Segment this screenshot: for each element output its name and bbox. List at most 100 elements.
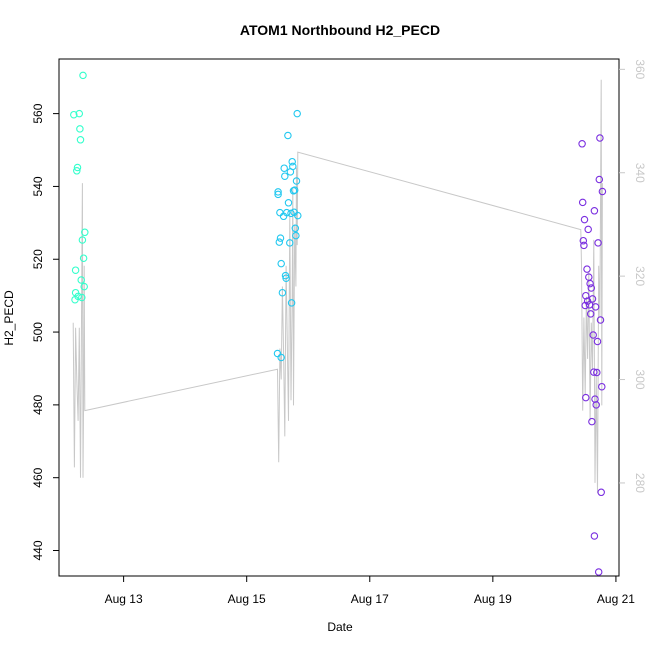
y-tick-label-4: 520: [31, 249, 45, 269]
y2-tick-label-2: 320: [633, 266, 647, 286]
data-point-0-0: [70, 110, 78, 119]
y-tick-label-6: 560: [31, 103, 45, 123]
data-point-1-8: [278, 288, 287, 297]
y-axis-right: 280 300 320 340 360: [619, 59, 647, 493]
data-point-1-6: [277, 259, 285, 268]
plot-frame: [58, 58, 620, 577]
x-tick-label-2: Aug 17: [351, 592, 389, 606]
data-point-1-22: [289, 162, 297, 171]
data-point-1-0: [273, 349, 282, 358]
data-point-1-28: [292, 177, 301, 185]
data-point-1-14: [282, 208, 291, 217]
data-point-2-34: [590, 532, 599, 540]
y-axis-left: 440 460 480 500 520 540 560: [31, 103, 59, 561]
data-point-1-29: [293, 109, 301, 118]
y2-tick-label-4: 360: [633, 59, 647, 79]
y2-tick-label-3: 340: [633, 163, 647, 183]
data-point-1-5: [276, 234, 285, 242]
data-point-2-26: [594, 239, 602, 247]
y-tick-label-2: 480: [31, 395, 45, 415]
y-tick-label-0: 440: [31, 540, 45, 560]
data-point-2-24: [593, 368, 601, 377]
data-point-2-18: [589, 331, 597, 339]
data-point-2-3: [580, 241, 588, 250]
x-axis-label: Date: [327, 620, 353, 634]
data-point-1-21: [288, 157, 296, 166]
data-point-1-4: [276, 208, 284, 217]
data-point-1-25: [290, 186, 299, 194]
points-layer: [70, 71, 607, 576]
data-point-2-10: [584, 225, 592, 234]
data-point-0-7: [75, 109, 84, 118]
x-tick-label-0: Aug 13: [105, 592, 143, 606]
data-point-1-20: [287, 299, 296, 307]
x-tick-label-1: Aug 15: [228, 592, 266, 606]
data-point-2-19: [590, 368, 598, 376]
data-point-1-3: [275, 238, 284, 246]
data-point-1-2: [274, 190, 282, 199]
data-point-0-12: [78, 236, 87, 244]
x-tick-label-4: Aug 21: [597, 592, 635, 606]
data-point-2-23: [592, 401, 600, 409]
plot-area: [58, 58, 620, 577]
y-tick-label-3: 500: [31, 322, 45, 342]
data-point-2-8: [583, 265, 591, 273]
data-point-2-25: [593, 337, 602, 346]
y-tick-label-1: 460: [31, 467, 45, 487]
data-point-0-16: [81, 228, 89, 237]
series-line-right-axis: [72, 79, 603, 494]
data-point-2-22: [591, 303, 600, 311]
data-point-2-15: [587, 284, 596, 292]
data-point-2-16: [588, 417, 596, 426]
data-point-0-14: [79, 254, 88, 262]
data-point-0-5: [73, 163, 82, 172]
data-point-0-2: [71, 288, 80, 297]
data-point-2-7: [582, 393, 590, 402]
data-point-0-13: [79, 71, 87, 80]
y2-tick-label-1: 300: [633, 370, 647, 390]
data-point-1-17: [286, 239, 294, 247]
data-point-2-9: [583, 297, 592, 305]
data-point-1-26: [291, 224, 300, 233]
data-point-2-20: [590, 207, 599, 215]
data-point-1-11: [281, 172, 289, 180]
data-point-0-9: [76, 136, 85, 144]
data-point-1-13: [282, 274, 290, 282]
data-point-2-31: [597, 488, 605, 497]
data-point-2-32: [598, 382, 606, 391]
data-point-1-16: [284, 199, 293, 207]
data-point-2-27: [594, 568, 603, 576]
y-tick-label-5: 540: [31, 176, 45, 196]
data-point-2-29: [596, 134, 604, 142]
data-point-2-14: [586, 310, 595, 318]
data-point-2-0: [578, 140, 586, 148]
data-point-1-30: [294, 211, 302, 220]
data-point-2-13: [586, 279, 594, 288]
data-point-2-33: [598, 187, 607, 196]
data-point-2-1: [578, 198, 587, 207]
right-axis-line-layer: [72, 79, 603, 494]
y-axis-label: H2_PECD: [2, 290, 16, 346]
data-point-2-17: [588, 295, 597, 303]
y2-tick-label-0: 280: [633, 473, 647, 493]
chart-title: ATOM1 Northbound H2_PECD: [240, 22, 440, 38]
data-point-1-15: [284, 131, 292, 140]
data-point-1-1: [274, 188, 282, 196]
data-point-0-8: [76, 125, 84, 133]
data-point-0-6: [74, 292, 82, 301]
data-point-2-28: [595, 175, 604, 184]
data-point-0-4: [73, 167, 81, 175]
data-point-1-10: [280, 164, 288, 172]
data-point-0-1: [71, 266, 80, 274]
x-tick-label-3: Aug 19: [474, 592, 512, 606]
data-point-1-27: [292, 231, 300, 240]
x-axis: Aug 13 Aug 15 Aug 17 Aug 19 Aug 21: [105, 576, 635, 606]
data-point-0-10: [77, 276, 85, 284]
data-point-2-4: [580, 215, 589, 224]
data-point-2-5: [581, 301, 589, 310]
data-point-0-11: [78, 293, 86, 302]
data-point-0-15: [80, 282, 88, 291]
data-point-2-30: [596, 316, 605, 324]
data-point-1-7: [277, 353, 285, 362]
